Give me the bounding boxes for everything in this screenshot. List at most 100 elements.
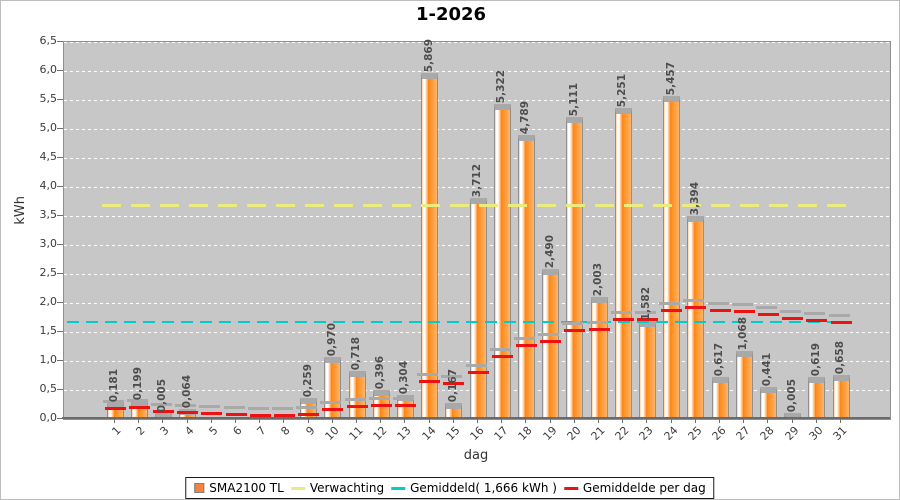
bar-value-label: 1,582 <box>640 286 652 320</box>
legend-label: Gemiddeld( 1,666 kWh ) <box>410 481 557 495</box>
x-axis-tick <box>550 419 551 423</box>
bar-day-24 <box>663 96 680 419</box>
bar-value-label: 0,259 <box>302 363 314 397</box>
y-tick-label: 4,5 <box>39 150 58 163</box>
y-tick-label: 3,5 <box>39 208 58 221</box>
x-axis-tick <box>308 419 309 423</box>
x-axis-tick <box>235 419 236 423</box>
bar-value-label: 0,718 <box>350 336 362 370</box>
y-tick-label: 1,5 <box>39 324 58 337</box>
x-axis-line <box>62 417 890 419</box>
y-tick-label: 6,0 <box>39 63 58 76</box>
bar-day-20 <box>566 117 583 419</box>
legend: SMA2100 TL Verwachting Gemiddeld( 1,666 … <box>185 477 715 499</box>
avg-dash-day-9 <box>298 413 319 416</box>
bar-value-label: 0,199 <box>132 366 144 400</box>
avg-dash-day-22 <box>613 318 634 321</box>
y-axis-tick <box>57 418 63 419</box>
bar-value-label: 2,490 <box>544 234 556 268</box>
bar-value-label: 5,111 <box>568 82 580 116</box>
bar-day-15 <box>445 403 462 419</box>
avg-dash-day-1 <box>105 407 126 410</box>
legend-item-gemiddelde-per-dag: Gemiddelde per dag <box>563 481 706 495</box>
bar-day-17 <box>494 104 511 419</box>
legend-label: SMA2100 TL <box>209 481 284 495</box>
avg-dash-day-7 <box>250 414 271 417</box>
bar-day-18 <box>518 135 535 419</box>
x-axis-tick <box>187 419 188 423</box>
x-axis-tick <box>332 419 333 423</box>
y-axis-tick <box>57 331 63 332</box>
avg-dash-day-17 <box>492 355 513 358</box>
y-tick-label: 0,0 <box>39 411 58 424</box>
bar-value-label: 0,064 <box>181 374 193 408</box>
bar-value-label: 0,005 <box>156 378 168 412</box>
avg-dash-day-31 <box>831 321 852 324</box>
bar-value-label: 0,005 <box>786 378 798 412</box>
x-axis-tick <box>816 419 817 423</box>
x-axis-tick <box>719 419 720 423</box>
bar-day-16 <box>470 198 487 419</box>
bar-value-label: 0,181 <box>108 368 120 402</box>
yellow-dash-icon <box>290 486 305 490</box>
bar-day-19 <box>542 269 559 419</box>
x-axis-tick <box>429 419 430 423</box>
x-axis-tick <box>283 419 284 423</box>
x-axis-tick <box>356 419 357 423</box>
bar-value-label: 2,003 <box>592 262 604 296</box>
bar-value-label: 1,068 <box>737 316 749 350</box>
y-axis-tick <box>57 244 63 245</box>
plot-area: 0,181 0,199 0,005 0,064 0,259 0,970 0,718 0,396… <box>63 39 891 420</box>
avg-dash-day-21 <box>589 328 610 331</box>
y-axis-tick <box>57 157 63 158</box>
y-tick-label: 3,0 <box>39 237 58 250</box>
avg-dash-day-20 <box>564 329 585 332</box>
avg-dash-day-16 <box>468 371 489 374</box>
avg-dash-day-23 <box>637 318 658 321</box>
avg-dash-day-25 <box>685 306 706 309</box>
y-axis-tick <box>57 99 63 100</box>
bar-day-28 <box>760 387 777 419</box>
bar-value-label: 0,617 <box>713 342 725 376</box>
gridline <box>64 42 890 43</box>
x-axis-tick <box>477 419 478 423</box>
x-axis-tick <box>404 419 405 423</box>
x-axis-tick <box>211 419 212 423</box>
bar-day-14 <box>421 73 438 419</box>
bar-value-label: 0,658 <box>834 340 846 374</box>
y-axis-tick <box>57 128 63 129</box>
x-axis-tick <box>671 419 672 423</box>
avg-dash-day-27 <box>734 310 755 313</box>
avg-dash-day-24 <box>661 309 682 312</box>
bar-day-26 <box>712 377 729 419</box>
avg-dash-day-26 <box>710 309 731 312</box>
avg-dash-day-4 <box>177 411 198 414</box>
x-axis-tick <box>574 419 575 423</box>
avg-dash-day-3 <box>153 410 174 413</box>
bar-value-label: 0,970 <box>326 322 338 356</box>
y-axis-tick <box>57 70 63 71</box>
bar-value-label: 3,712 <box>471 163 483 197</box>
bar-day-21 <box>591 297 608 419</box>
x-axis-tick <box>501 419 502 423</box>
bar-value-label: 5,457 <box>665 61 677 95</box>
x-axis-tick <box>767 419 768 423</box>
bar-swatch-icon <box>194 483 205 493</box>
bar-value-label: 0,441 <box>761 352 773 386</box>
x-axis-label: dag <box>463 448 489 463</box>
legend-item-gemiddeld: Gemiddeld( 1,666 kWh ) <box>391 481 557 495</box>
bar-day-23 <box>639 321 656 419</box>
bar-day-13 <box>397 395 414 419</box>
gridline <box>64 158 890 159</box>
bar-day-25 <box>687 216 704 419</box>
red-dash-icon <box>563 486 578 490</box>
avg-dash-day-10 <box>322 408 343 411</box>
avg-dash-day-18 <box>516 344 537 347</box>
avg-dash-day-15 <box>443 382 464 385</box>
bar-value-label: 0,396 <box>374 355 386 389</box>
y-axis-tick <box>57 360 63 361</box>
x-axis-tick <box>646 419 647 423</box>
avg-dash-day-14 <box>419 380 440 383</box>
bar-day-2 <box>131 401 148 419</box>
avg-dash-day-29 <box>782 317 803 320</box>
